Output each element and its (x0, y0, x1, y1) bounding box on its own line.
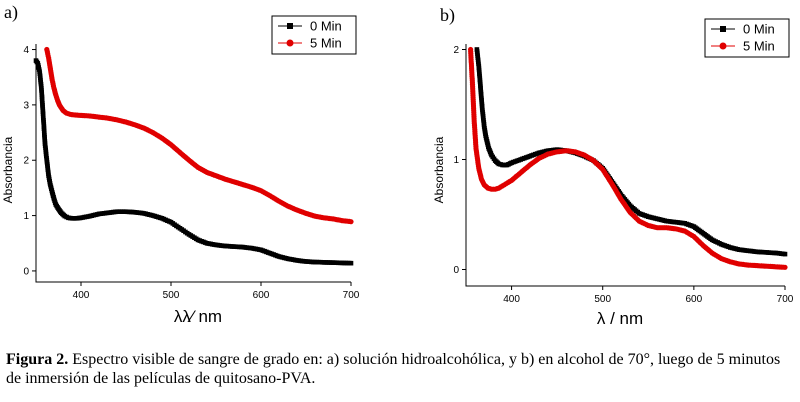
panel-a-x-tick-label-2: 600 (253, 290, 270, 301)
panel-a-y-tick-label-3: 3 (23, 100, 29, 111)
panel-a-series-1 (33, 58, 354, 266)
panel-b-series (468, 46, 788, 270)
panel-a-y-axis-label: Absorbancia (1, 136, 15, 203)
panel-a-x-tick-label-0: 400 (73, 290, 90, 301)
panel-a-series-2-line (46, 49, 352, 223)
panel-a-x-tick-label-1: 500 (163, 290, 180, 301)
panel-b-legend-box (704, 18, 790, 58)
panel-a-legend-label-1: 0 Min (310, 19, 342, 34)
panel-b-y-axis-label: Absorbancia (432, 136, 446, 203)
panel-b-x-tick-label-0: 400 (503, 294, 520, 305)
panel-b-series-2 (468, 46, 788, 270)
panel-b-y-tick-label-1: 1 (453, 155, 459, 166)
panel-b-x-axis-label: λ / nm (597, 309, 643, 328)
panel-a-series-2 (44, 46, 354, 225)
panel-a-series-2-point (348, 219, 354, 225)
panel-a-y-tick-label-2: 2 (23, 156, 29, 167)
panel-a-label: a) (4, 2, 18, 23)
panel-b-legend-label-1: 0 Min (743, 22, 775, 37)
panel-b-y-tick-label-0: 0 (453, 265, 459, 276)
figure-caption: Figura 2. Espectro visible de sangre de … (6, 350, 796, 388)
panel-b-legend: 0 Min 5 Min (704, 18, 790, 58)
panel-a-y-tick-label-4: 4 (23, 45, 29, 56)
panel-b-x-tick-label-1: 500 (594, 294, 611, 305)
panel-b-ticks: 400 500 600 700 0 1 2 (453, 45, 793, 305)
panel-b-label: b) (440, 5, 455, 26)
panel-b-x-tick-label-2: 600 (686, 294, 703, 305)
panel-a-x-tick-label-3: 700 (343, 290, 360, 301)
panel-b-legend-label-2: 5 Min (743, 39, 775, 54)
panel-b-series-1 (474, 47, 788, 257)
panel-a-x-axis-label: λλ⁄ nm (174, 307, 222, 326)
panel-b-x-tick-label-3: 700 (777, 294, 794, 305)
panel-a-series-1-point (348, 260, 354, 266)
panel-b-axes (465, 44, 785, 287)
panel-b-legend-marker-1 (720, 26, 726, 32)
panel-a-y-tick-label-0: 0 (23, 266, 29, 277)
panel-a-axes (35, 44, 351, 283)
panel-a-legend-marker-1 (287, 23, 293, 29)
chart-panel-a: a) Absorbancia λλ⁄ nm 400 500 600 70001234 … (1, 2, 360, 326)
panel-b-legend-marker-2 (719, 42, 727, 50)
panel-b-y-tick-label-2: 2 (453, 45, 459, 56)
panel-a-legend-marker-2 (286, 39, 294, 47)
caption-text: Espectro visible de sangre de grado en: … (6, 351, 781, 387)
chart-panel-b: b) Absorbancia λ / nm 400 500 600 700 0 1 2 0 … (432, 5, 794, 328)
panel-a-legend-box (271, 15, 357, 55)
panel-a-ticks: 400 500 600 700 0 1 2 3 4 (23, 45, 359, 301)
panel-a-y-tick-label-1: 1 (23, 211, 29, 222)
panel-b-series-2-point (782, 264, 788, 270)
panel-b-series-1-point (782, 251, 788, 257)
panel-a-legend-label-2: 5 Min (310, 36, 342, 51)
panel-a-series (33, 46, 354, 266)
caption-label: Figura 2. (6, 351, 69, 368)
figure: a) Absorbancia λλ⁄ nm 400 500 600 70001234 … (1, 2, 794, 328)
panel-b-series-1-line (476, 49, 786, 255)
panel-a-legend: 0 Min 5 Min (271, 15, 357, 55)
